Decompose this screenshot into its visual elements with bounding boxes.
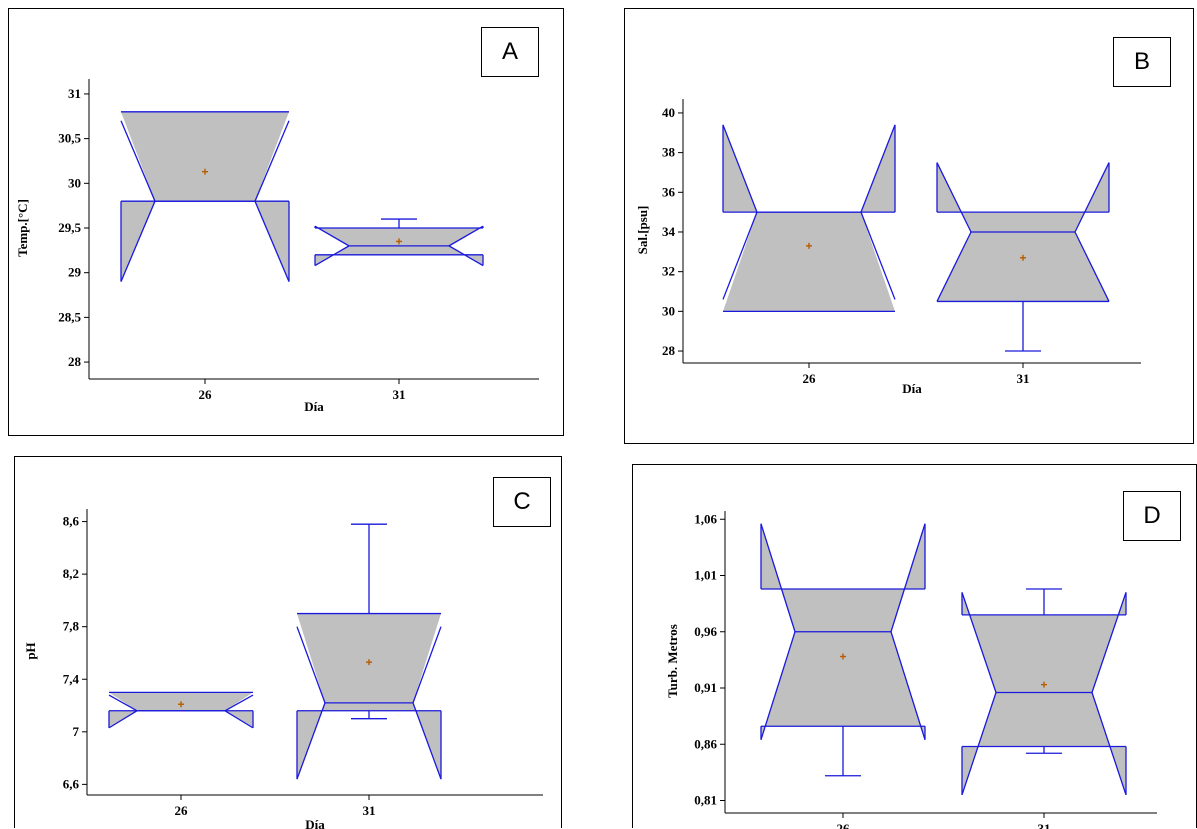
- x-axis-label: Día: [304, 399, 324, 414]
- y-axis-label: Turb. Metros: [665, 624, 680, 698]
- y-tick-label: 29,5: [58, 220, 81, 235]
- x-tick-label: 31: [1038, 821, 1051, 829]
- notch-edge: [412, 702, 442, 780]
- x-tick-label: 31: [1017, 371, 1030, 386]
- notch-edge: [1091, 592, 1127, 693]
- notch-edge: [412, 626, 442, 704]
- chart-panel-c: 6,6 7 7,4 7,8 8,2 8,6 26 31 Día pH C: [14, 456, 562, 829]
- y-tick-label: 34: [662, 224, 676, 239]
- panel-label-d: D: [1123, 491, 1181, 541]
- y-tick-label: 8,6: [63, 514, 80, 529]
- notch-edge: [296, 626, 326, 704]
- y-tick-label: 36: [662, 184, 676, 199]
- x-tick-label: 31: [393, 387, 406, 402]
- notch-edge: [254, 200, 290, 282]
- notch-edge: [760, 523, 796, 632]
- panel-label-a: A: [481, 27, 539, 77]
- notch-edge: [224, 710, 254, 729]
- box-body-31: [297, 613, 441, 780]
- y-tick-label: 40: [662, 105, 675, 120]
- y-tick-label: 0,96: [694, 624, 717, 639]
- x-tick-label: 26: [175, 803, 189, 818]
- y-tick-label: 28: [68, 354, 82, 369]
- y-tick-label: 7,8: [63, 619, 80, 634]
- x-axis-label: Día: [902, 381, 922, 396]
- notch-edge: [120, 200, 156, 282]
- y-tick-label: 29: [68, 265, 82, 280]
- chart-panel-a: 28 28,5 29 29,5 30 30,5 31 26 31 Día Temp.[°C] A: [8, 8, 564, 436]
- notch-edge: [760, 631, 796, 740]
- y-tick-label: 28: [662, 343, 676, 358]
- chart-a-plot: 28 28,5 29 29,5 30 30,5 31 26 31 Día Temp.[°C]: [15, 79, 539, 414]
- y-tick-label: 38: [662, 145, 676, 160]
- notch-edge: [860, 211, 896, 300]
- notch-edge: [108, 694, 138, 712]
- notch-edge: [890, 631, 926, 740]
- y-tick-label: 31: [68, 86, 81, 101]
- notch-edge: [314, 225, 350, 247]
- panel-label-c: C: [493, 477, 551, 527]
- notch-edge: [120, 120, 156, 202]
- notch-edge: [936, 231, 972, 302]
- chart-panel-b: 28 30 32 34 36 38 40 26 31 Día Sal.[psu] B: [624, 8, 1194, 444]
- notch-edge: [296, 702, 326, 780]
- y-tick-label: 1,06: [694, 511, 717, 526]
- notch-edge: [1091, 692, 1127, 796]
- chart-b-plot: 28 30 32 34 36 38 40 26 31 Día Sal.[psu]: [635, 99, 1141, 396]
- x-tick-label: 26: [803, 371, 817, 386]
- notch-edge: [722, 211, 758, 300]
- notch-edge: [961, 692, 997, 796]
- y-tick-label: 30: [662, 303, 675, 318]
- box-body-26: [121, 111, 289, 282]
- notch-edge: [961, 592, 997, 693]
- y-tick-label: 0,81: [694, 793, 717, 808]
- y-tick-label: 1,01: [694, 568, 717, 583]
- notch-edge: [890, 523, 926, 632]
- notch-edge: [936, 162, 972, 233]
- box-body-31: [962, 592, 1126, 795]
- notch-edge: [108, 710, 138, 729]
- y-tick-label: 30,5: [58, 131, 81, 146]
- x-tick-label: 26: [199, 387, 213, 402]
- notch-edge: [314, 245, 350, 267]
- y-tick-label: 0,91: [694, 680, 717, 695]
- notch-edge: [1074, 162, 1110, 233]
- y-tick-label: 6,6: [63, 776, 80, 791]
- x-axis-label: Día: [305, 817, 325, 829]
- y-axis-label: Temp.[°C]: [15, 199, 30, 257]
- y-axis-label: Sal.[psu]: [635, 206, 650, 255]
- chart-d-plot: 0,81 0,86 0,91 0,96 1,01 1,06 26 31 Turb. Metros: [665, 511, 1157, 829]
- panel-label-b: B: [1113, 37, 1171, 87]
- x-tick-label: 26: [837, 821, 851, 829]
- x-tick-label: 31: [363, 803, 376, 818]
- chart-panel-d: 0,81 0,86 0,91 0,96 1,01 1,06 26 31 Turb. Metros…: [632, 464, 1197, 829]
- y-tick-label: 7,4: [63, 671, 80, 686]
- notch-edge: [448, 225, 484, 247]
- chart-c-plot: 6,6 7 7,4 7,8 8,2 8,6 26 31 Día pH: [23, 509, 543, 829]
- y-tick-label: 30: [68, 175, 81, 190]
- y-tick-label: 8,2: [63, 566, 79, 581]
- y-tick-label: 28,5: [58, 309, 81, 324]
- y-tick-label: 7: [73, 724, 80, 739]
- box-body-26: [723, 124, 895, 312]
- notch-edge: [860, 124, 896, 213]
- notch-edge: [722, 124, 758, 213]
- y-tick-label: 0,86: [694, 736, 717, 751]
- box-body-26: [109, 692, 253, 728]
- y-axis-label: pH: [23, 642, 38, 659]
- notch-edge: [254, 120, 290, 202]
- notch-edge: [448, 245, 484, 267]
- notch-edge: [1074, 231, 1110, 302]
- y-tick-label: 32: [662, 264, 675, 279]
- notch-edge: [224, 694, 254, 712]
